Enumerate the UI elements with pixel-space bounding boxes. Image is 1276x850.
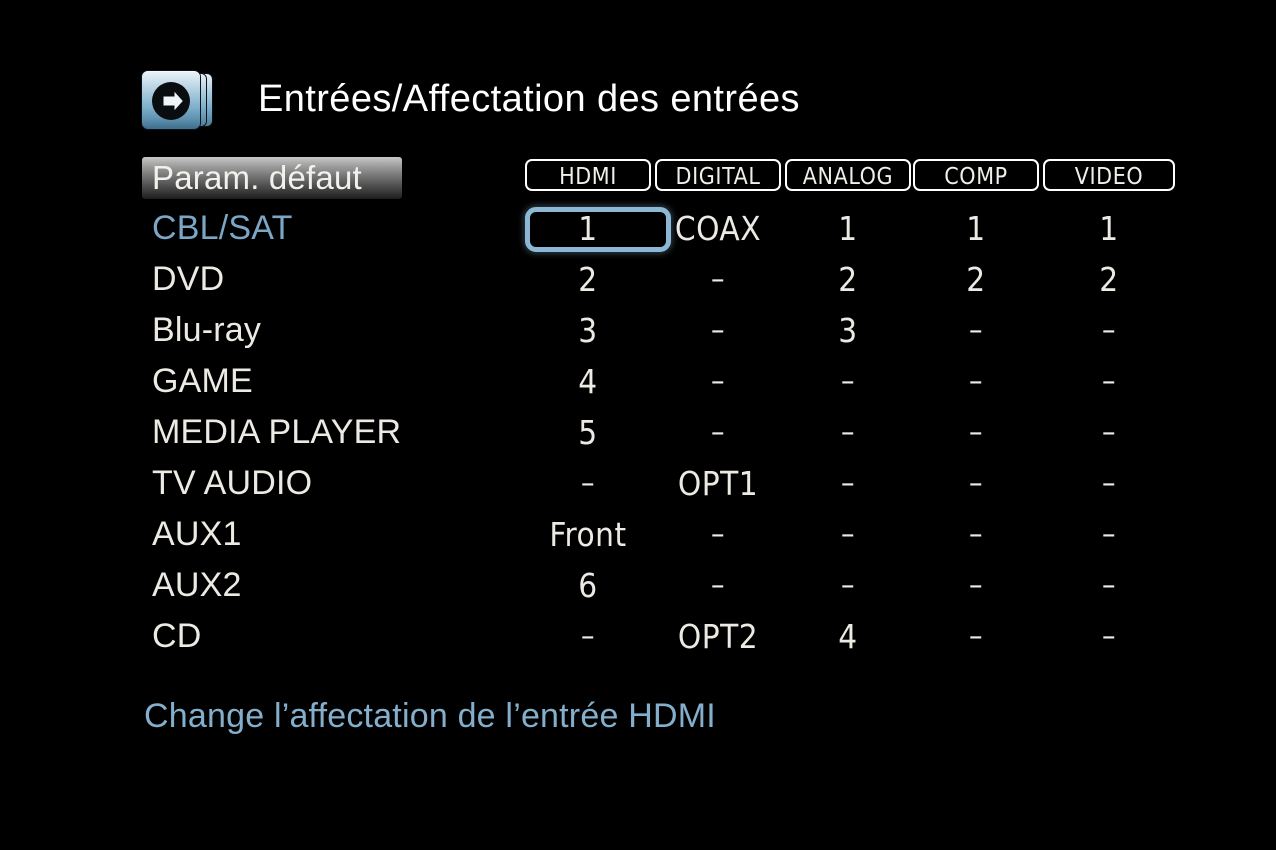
cell-cbl-sat-video[interactable]: 1 — [1099, 209, 1119, 248]
cell-media-player-comp[interactable]: – — [969, 415, 983, 450]
cell-cbl-sat-comp[interactable]: 1 — [966, 209, 986, 248]
column-header-row: HDMI DIGITAL ANALOG COMP VIDEO — [142, 159, 1182, 193]
table-row[interactable]: Blu-ray 3 – 3 – – — [142, 305, 1182, 356]
row-label-aux2: AUX2 — [152, 566, 242, 604]
default-settings-highlight — [142, 157, 402, 199]
cell-game-comp[interactable]: – — [969, 364, 983, 399]
cell-cbl-sat-hdmi[interactable]: 1 — [578, 209, 598, 248]
cell-dvd-video[interactable]: 2 — [1099, 260, 1119, 299]
column-header-analog: ANALOG — [785, 159, 911, 191]
cell-cd-hdmi[interactable]: – — [581, 619, 595, 654]
cell-cd-digital[interactable]: OPT2 — [677, 617, 759, 656]
cell-aux2-comp[interactable]: – — [969, 568, 983, 603]
cell-media-player-digital[interactable]: – — [711, 415, 725, 450]
row-label-dvd: DVD — [152, 260, 225, 298]
cell-tv-audio-video[interactable]: – — [1102, 466, 1116, 501]
table-row[interactable]: AUX2 6 – – – – — [142, 560, 1182, 611]
cell-cd-analog[interactable]: 4 — [838, 617, 858, 656]
table-row[interactable]: AUX1 Front – – – – — [142, 509, 1182, 560]
icon-tile-front — [142, 71, 200, 129]
cell-aux2-video[interactable]: – — [1102, 568, 1116, 603]
table-row[interactable]: CD – OPT2 4 – – — [142, 611, 1182, 662]
cell-blu-ray-comp[interactable]: – — [969, 313, 983, 348]
table-row[interactable]: TV AUDIO – OPT1 – – – — [142, 458, 1182, 509]
cell-tv-audio-hdmi[interactable]: – — [581, 466, 595, 501]
cell-cbl-sat-digital[interactable]: COAX — [674, 209, 762, 248]
cell-dvd-comp[interactable]: 2 — [966, 260, 986, 299]
table-row[interactable]: DVD 2 – 2 2 2 — [142, 254, 1182, 305]
input-assign-table: Param. défaut CBL/SAT 1 COAX 1 1 1 DVD 2… — [142, 152, 1182, 662]
table-row[interactable]: GAME 4 – – – – — [142, 356, 1182, 407]
cell-cbl-sat-analog[interactable]: 1 — [838, 209, 858, 248]
cell-dvd-digital[interactable]: – — [711, 262, 725, 297]
column-header-digital: DIGITAL — [655, 159, 781, 191]
cell-game-digital[interactable]: – — [711, 364, 725, 399]
cell-game-video[interactable]: – — [1102, 364, 1116, 399]
column-header-video: VIDEO — [1043, 159, 1175, 191]
cell-cd-comp[interactable]: – — [969, 619, 983, 654]
cell-aux1-video[interactable]: – — [1102, 517, 1116, 552]
cell-aux2-digital[interactable]: – — [711, 568, 725, 603]
arrow-right-circle-icon — [152, 82, 190, 120]
cell-aux2-analog[interactable]: – — [841, 568, 855, 603]
cell-media-player-video[interactable]: – — [1102, 415, 1116, 450]
cell-tv-audio-comp[interactable]: – — [969, 466, 983, 501]
row-label-aux1: AUX1 — [152, 515, 242, 553]
cell-blu-ray-hdmi[interactable]: 3 — [578, 311, 598, 350]
cell-blu-ray-analog[interactable]: 3 — [838, 311, 858, 350]
row-label-tv-audio: TV AUDIO — [152, 464, 313, 502]
cell-cd-video[interactable]: – — [1102, 619, 1116, 654]
input-assign-icon — [142, 69, 216, 129]
column-header-hdmi: HDMI — [525, 159, 651, 191]
cell-aux2-hdmi[interactable]: 6 — [578, 566, 598, 605]
default-settings-label: Param. défaut — [152, 159, 362, 196]
screen-header: Entrées/Affectation des entrées — [142, 68, 800, 130]
row-label-cd: CD — [152, 617, 202, 655]
cell-blu-ray-digital[interactable]: – — [711, 313, 725, 348]
cell-media-player-analog[interactable]: – — [841, 415, 855, 450]
cell-tv-audio-digital[interactable]: OPT1 — [677, 464, 759, 503]
cell-media-player-hdmi[interactable]: 5 — [578, 413, 598, 452]
help-caption: Change l’affectation de l’entrée HDMI — [144, 697, 716, 735]
default-settings-row[interactable]: Param. défaut — [142, 152, 1182, 203]
cell-game-hdmi[interactable]: 4 — [578, 362, 598, 401]
row-label-blu-ray: Blu-ray — [152, 311, 262, 349]
row-label-media-player: MEDIA PLAYER — [152, 413, 402, 451]
row-label-game: GAME — [152, 362, 253, 400]
cell-aux1-analog[interactable]: – — [841, 517, 855, 552]
cell-tv-audio-analog[interactable]: – — [841, 466, 855, 501]
table-row[interactable]: MEDIA PLAYER 5 – – – – — [142, 407, 1182, 458]
cell-game-analog[interactable]: – — [841, 364, 855, 399]
column-header-comp: COMP — [913, 159, 1039, 191]
cell-dvd-hdmi[interactable]: 2 — [578, 260, 598, 299]
cell-aux1-digital[interactable]: – — [711, 517, 725, 552]
table-row[interactable]: CBL/SAT 1 COAX 1 1 1 — [142, 203, 1182, 254]
row-label-cbl-sat: CBL/SAT — [152, 209, 293, 247]
cell-dvd-analog[interactable]: 2 — [838, 260, 858, 299]
cell-aux1-hdmi[interactable]: Front — [549, 515, 627, 554]
page-title: Entrées/Affectation des entrées — [258, 78, 800, 120]
cell-aux1-comp[interactable]: – — [969, 517, 983, 552]
cell-blu-ray-video[interactable]: – — [1102, 313, 1116, 348]
